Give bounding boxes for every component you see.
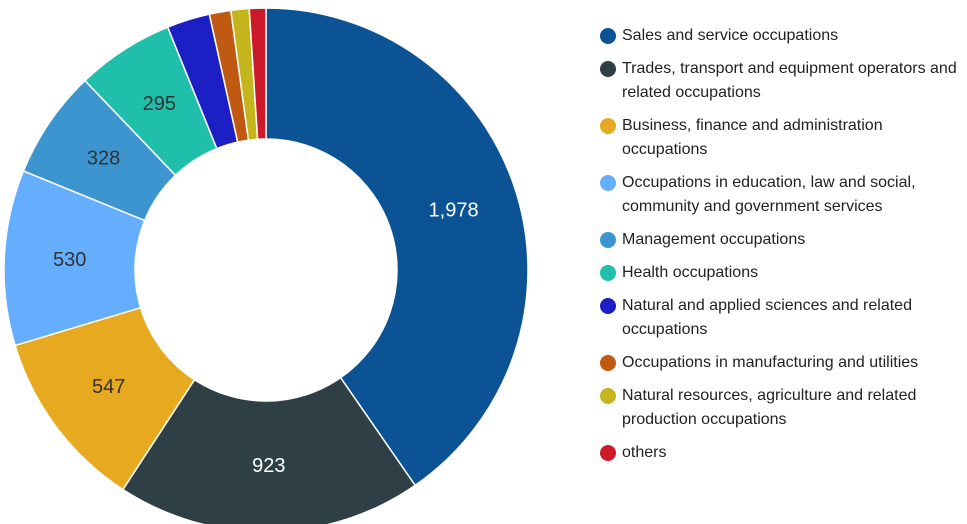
legend-swatch — [600, 388, 616, 404]
legend-item: others — [600, 441, 960, 465]
legend-swatch — [600, 445, 616, 461]
legend-swatch — [600, 28, 616, 44]
legend-item: Trades, transport and equipment operator… — [600, 57, 960, 105]
legend-item: Management occupations — [600, 228, 960, 252]
legend-item: Sales and service occupations — [600, 24, 960, 48]
legend-item: Natural and applied sciences and related… — [600, 294, 960, 342]
legend-label: Trades, transport and equipment operator… — [622, 60, 957, 101]
legend-swatch — [600, 175, 616, 191]
legend-item: Business, finance and administration occ… — [600, 114, 960, 162]
legend-label: Occupations in education, law and social… — [622, 174, 916, 215]
legend-swatch — [600, 118, 616, 134]
data-label: 547 — [92, 376, 125, 398]
slice — [265, 7, 529, 487]
legend-label: Occupations in manufacturing and utiliti… — [622, 354, 919, 371]
legend-item: Occupations in education, law and social… — [600, 171, 960, 219]
legend-label: Sales and service occupations — [622, 27, 839, 44]
legend-item: Health occupations — [600, 261, 960, 285]
legend-swatch — [600, 298, 616, 314]
legend-label: others — [622, 444, 667, 461]
legend-item: Occupations in manufacturing and utiliti… — [600, 351, 960, 375]
data-label: 295 — [143, 93, 176, 115]
legend-swatch — [600, 355, 616, 371]
legend-label: Business, finance and administration occ… — [622, 117, 883, 158]
legend-label: Natural resources, agriculture and relat… — [622, 387, 917, 428]
data-label: 328 — [87, 148, 120, 170]
data-label: 1,978 — [429, 200, 479, 222]
legend-label: Health occupations — [622, 264, 759, 281]
legend-swatch — [600, 232, 616, 248]
legend-label: Natural and applied sciences and related… — [622, 297, 912, 338]
data-label: 530 — [53, 249, 86, 271]
legend-swatch — [600, 61, 616, 77]
legend: Sales and service occupations Trades, tra… — [600, 24, 960, 474]
slice — [121, 376, 417, 524]
chart: 1,978 923 547 530 328 295 — [3, 7, 529, 524]
slice — [248, 7, 267, 141]
legend-swatch — [600, 265, 616, 281]
legend-label: Management occupations — [622, 231, 806, 248]
legend-item: Natural resources, agriculture and relat… — [600, 384, 960, 432]
data-label: 923 — [252, 455, 285, 477]
